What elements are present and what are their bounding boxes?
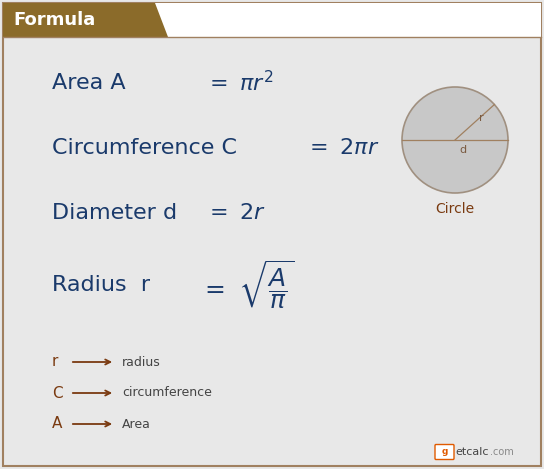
Text: A: A [52,416,63,431]
Text: C: C [52,386,63,401]
Text: etcalc: etcalc [455,447,489,457]
Text: $=\ \pi r^2$: $=\ \pi r^2$ [205,70,273,96]
Text: radius: radius [122,356,160,369]
Text: Area: Area [122,417,151,431]
Text: $=\ \sqrt{\dfrac{A}{\pi}}$: $=\ \sqrt{\dfrac{A}{\pi}}$ [200,259,294,311]
Text: Area A: Area A [52,73,126,93]
Text: r: r [52,355,58,370]
Text: d: d [460,145,467,155]
Polygon shape [3,3,168,37]
Text: circumference: circumference [122,386,212,400]
Text: Circumference C: Circumference C [52,138,237,158]
Text: Formula: Formula [13,11,95,29]
FancyBboxPatch shape [3,3,541,466]
Text: $=\ 2r$: $=\ 2r$ [205,203,266,223]
Circle shape [402,87,508,193]
Text: .com: .com [490,447,514,457]
Text: Radius  r: Radius r [52,275,150,295]
Text: Diameter d: Diameter d [52,203,177,223]
Text: g: g [441,447,448,456]
Text: Circle: Circle [435,202,474,216]
Text: r: r [479,113,484,123]
FancyBboxPatch shape [435,445,454,460]
Text: $=\ 2\pi r$: $=\ 2\pi r$ [305,138,379,158]
FancyBboxPatch shape [3,3,541,38]
